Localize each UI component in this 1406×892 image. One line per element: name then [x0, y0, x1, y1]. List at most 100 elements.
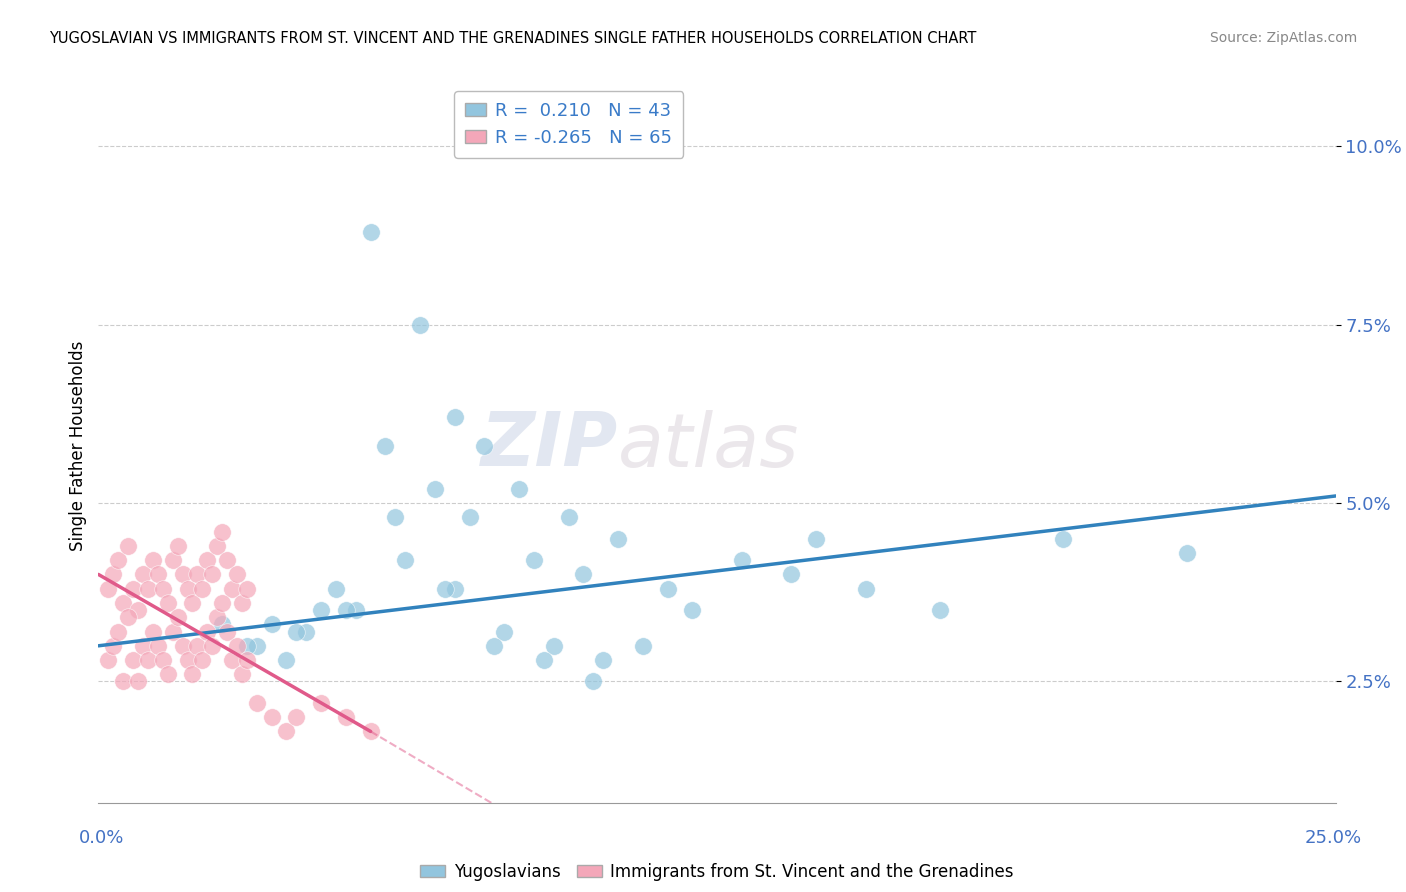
Point — [156, 667, 179, 681]
Text: ZIP: ZIP — [481, 409, 619, 483]
Point — [543, 639, 565, 653]
Point — [335, 603, 357, 617]
Point — [260, 710, 283, 724]
Point — [276, 653, 298, 667]
Point — [607, 532, 630, 546]
Point — [142, 553, 165, 567]
Point — [360, 724, 382, 739]
Text: 25.0%: 25.0% — [1305, 829, 1361, 847]
Point — [132, 567, 155, 582]
Point — [1175, 546, 1198, 560]
Point — [409, 318, 432, 332]
Point — [166, 610, 188, 624]
Point — [132, 639, 155, 653]
Point — [191, 582, 214, 596]
Point — [236, 582, 259, 596]
Point — [231, 596, 253, 610]
Point — [162, 553, 184, 567]
Point — [181, 667, 204, 681]
Point — [458, 510, 481, 524]
Point — [1052, 532, 1074, 546]
Point — [205, 539, 228, 553]
Point — [523, 553, 546, 567]
Point — [97, 582, 120, 596]
Point — [211, 617, 233, 632]
Point — [217, 624, 239, 639]
Point — [572, 567, 595, 582]
Point — [127, 674, 149, 689]
Point — [557, 510, 579, 524]
Point — [384, 510, 406, 524]
Point — [136, 582, 159, 596]
Point — [201, 639, 224, 653]
Point — [246, 696, 269, 710]
Point — [136, 653, 159, 667]
Point — [176, 653, 198, 667]
Point — [221, 653, 243, 667]
Point — [260, 617, 283, 632]
Point — [191, 653, 214, 667]
Point — [344, 603, 367, 617]
Point — [162, 624, 184, 639]
Point — [146, 639, 169, 653]
Point — [423, 482, 446, 496]
Point — [156, 596, 179, 610]
Point — [246, 639, 269, 653]
Point — [221, 582, 243, 596]
Point — [325, 582, 347, 596]
Point — [309, 696, 332, 710]
Point — [107, 624, 129, 639]
Point — [201, 567, 224, 582]
Point — [226, 567, 249, 582]
Point — [592, 653, 614, 667]
Point — [152, 582, 174, 596]
Point — [474, 439, 496, 453]
Point — [285, 710, 308, 724]
Point — [97, 653, 120, 667]
Point — [205, 610, 228, 624]
Point — [172, 567, 194, 582]
Y-axis label: Single Father Households: Single Father Households — [69, 341, 87, 551]
Point — [443, 410, 465, 425]
Point — [122, 653, 145, 667]
Point — [122, 582, 145, 596]
Point — [117, 539, 139, 553]
Point — [217, 553, 239, 567]
Text: atlas: atlas — [619, 410, 800, 482]
Text: YUGOSLAVIAN VS IMMIGRANTS FROM ST. VINCENT AND THE GRENADINES SINGLE FATHER HOUS: YUGOSLAVIAN VS IMMIGRANTS FROM ST. VINCE… — [49, 31, 977, 46]
Point — [103, 567, 125, 582]
Point — [731, 553, 754, 567]
Point — [236, 653, 259, 667]
Point — [112, 596, 135, 610]
Legend: R =  0.210   N = 43, R = -0.265   N = 65: R = 0.210 N = 43, R = -0.265 N = 65 — [454, 91, 683, 158]
Point — [360, 225, 382, 239]
Point — [928, 603, 950, 617]
Point — [152, 653, 174, 667]
Point — [142, 624, 165, 639]
Point — [107, 553, 129, 567]
Point — [394, 553, 416, 567]
Point — [112, 674, 135, 689]
Point — [295, 624, 318, 639]
Point — [166, 539, 188, 553]
Point — [335, 710, 357, 724]
Text: Source: ZipAtlas.com: Source: ZipAtlas.com — [1209, 31, 1357, 45]
Point — [631, 639, 654, 653]
Point — [657, 582, 679, 596]
Point — [508, 482, 530, 496]
Point — [172, 639, 194, 653]
Point — [211, 524, 233, 539]
Point — [276, 724, 298, 739]
Point — [374, 439, 396, 453]
Point — [211, 596, 233, 610]
Point — [146, 567, 169, 582]
Point — [103, 639, 125, 653]
Text: 0.0%: 0.0% — [79, 829, 124, 847]
Point — [433, 582, 456, 596]
Point — [309, 603, 332, 617]
Point — [533, 653, 555, 667]
Point — [780, 567, 803, 582]
Point — [127, 603, 149, 617]
Point — [855, 582, 877, 596]
Point — [494, 624, 516, 639]
